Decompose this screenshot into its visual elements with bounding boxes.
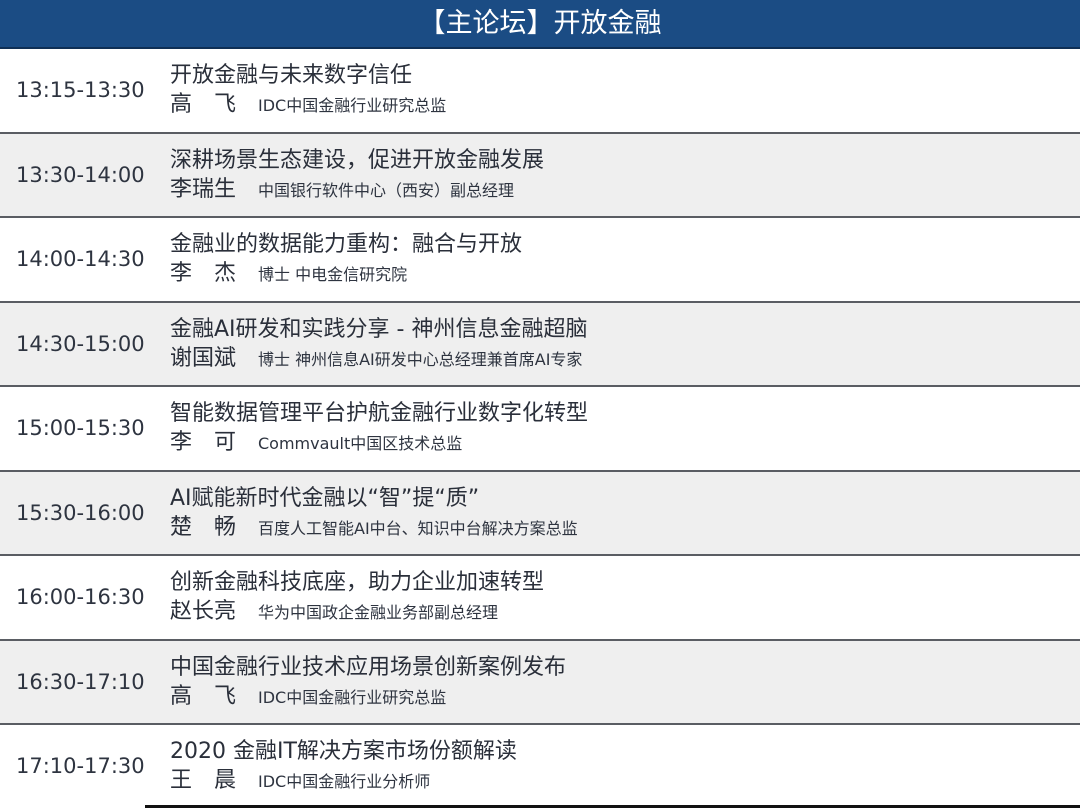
forum-header: 【主论坛】开放金融 bbox=[0, 0, 1080, 49]
agenda-row: 14:00-14:30 金融业的数据能力重构：融合与开放 李 杰 博士 中电金信研… bbox=[0, 218, 1080, 303]
agenda-row: 13:30-14:00 深耕场景生态建设，促进开放金融发展 李瑞生 中国银行软件中… bbox=[0, 133, 1080, 218]
session-title: 金融AI研发和实践分享 - 神州信息金融超脑 bbox=[170, 316, 588, 342]
session-time: 16:30-17:10 bbox=[16, 669, 145, 694]
bottom-divider bbox=[145, 805, 1080, 808]
speaker-role: IDC中国金融行业研究总监 bbox=[258, 96, 447, 115]
session-speaker: 高 飞 IDC中国金融行业研究总监 bbox=[170, 683, 566, 712]
agenda-row: 15:00-15:30 智能数据管理平台护航金融行业数字化转型 李 可 Commv… bbox=[0, 387, 1080, 472]
session-title: 中国金融行业技术应用场景创新案例发布 bbox=[170, 654, 567, 680]
speaker-name: 楚 畅 bbox=[170, 514, 237, 540]
agenda-row: 13:15-13:30 开放金融与未来数字信任 高 飞 IDC中国金融行业研究总监 bbox=[0, 49, 1080, 134]
agenda-row: 15:30-16:00 AI赋能新时代金融以“智”提“质” 楚 畅 百度人工智能A… bbox=[0, 471, 1080, 556]
speaker-name: 王 晨 bbox=[170, 768, 237, 793]
session-content: 中国金融行业技术应用场景创新案例发布 高 飞 IDC中国金融行业研究总监 bbox=[170, 653, 566, 712]
speaker-name: 李 杰 bbox=[170, 261, 237, 286]
session-speaker: 谢国斌 博士 神州信息AI研发中心总经理兼首席AI专家 bbox=[170, 345, 587, 374]
agenda-row: 17:10-17:30 2020 金融IT解决方案市场份额解读 王 晨 IDC中国… bbox=[0, 725, 1080, 808]
session-content: 智能数据管理平台护航金融行业数字化转型 李 可 Commvault中国区技术总监 bbox=[170, 399, 588, 458]
agenda-row: 16:00-16:30 创新金融科技底座，助力企业加速转型 赵长亮 华为中国政企金… bbox=[0, 556, 1080, 641]
session-speaker: 李 杰 博士 中电金信研究院 bbox=[170, 260, 522, 289]
session-speaker: 李 可 Commvault中国区技术总监 bbox=[170, 429, 588, 458]
session-time: 13:30-14:00 bbox=[16, 162, 145, 187]
speaker-role: IDC中国金融行业分析师 bbox=[258, 772, 431, 791]
session-speaker: 赵长亮 华为中国政企金融业务部副总经理 bbox=[170, 598, 544, 627]
session-content: AI赋能新时代金融以“智”提“质” 楚 畅 百度人工智能AI中台、知识中台解决方案… bbox=[170, 484, 578, 543]
speaker-role: 博士 中电金信研究院 bbox=[258, 265, 408, 284]
speaker-name: 高 飞 bbox=[170, 92, 237, 117]
session-time: 14:00-14:30 bbox=[16, 247, 145, 271]
session-time: 16:00-16:30 bbox=[16, 585, 145, 609]
session-time: 17:10-17:30 bbox=[16, 754, 145, 778]
session-content: 2020 金融IT解决方案市场份额解读 王 晨 IDC中国金融行业分析师 bbox=[170, 737, 517, 796]
session-speaker: 楚 畅 百度人工智能AI中台、知识中台解决方案总监 bbox=[170, 514, 578, 543]
session-title: 金融业的数据能力重构：融合与开放 bbox=[170, 232, 523, 257]
session-time: 14:30-15:00 bbox=[16, 331, 145, 356]
session-title: 开放金融与未来数字信任 bbox=[170, 63, 413, 88]
agenda-table: 13:15-13:30 开放金融与未来数字信任 高 飞 IDC中国金融行业研究总监… bbox=[0, 49, 1080, 808]
agenda-row: 14:30-15:00 金融AI研发和实践分享 - 神州信息金融超脑 谢国斌 博士… bbox=[0, 302, 1080, 387]
session-title: AI赋能新时代金融以“智”提“质” bbox=[170, 485, 480, 511]
session-content: 金融AI研发和实践分享 - 神州信息金融超脑 谢国斌 博士 神州信息AI研发中心总… bbox=[170, 315, 587, 374]
session-time: 13:15-13:30 bbox=[16, 78, 145, 102]
speaker-role: 百度人工智能AI中台、知识中台解决方案总监 bbox=[258, 518, 578, 538]
session-speaker: 王 晨 IDC中国金融行业分析师 bbox=[170, 767, 517, 796]
session-time: 15:00-15:30 bbox=[16, 416, 145, 440]
speaker-name: 谢国斌 bbox=[170, 345, 237, 371]
agenda-row: 16:30-17:10 中国金融行业技术应用场景创新案例发布 高 飞 IDC中国金… bbox=[0, 640, 1080, 725]
session-content: 金融业的数据能力重构：融合与开放 李 杰 博士 中电金信研究院 bbox=[170, 230, 522, 289]
session-title: 2020 金融IT解决方案市场份额解读 bbox=[170, 739, 517, 764]
speaker-name: 李瑞生 bbox=[170, 176, 237, 202]
speaker-role: 中国银行软件中心（西安）副总经理 bbox=[258, 180, 515, 200]
session-speaker: 高 飞 IDC中国金融行业研究总监 bbox=[170, 91, 446, 120]
speaker-name: 李 可 bbox=[170, 430, 237, 455]
session-content: 开放金融与未来数字信任 高 飞 IDC中国金融行业研究总监 bbox=[170, 61, 446, 120]
session-title: 创新金融科技底座，助力企业加速转型 bbox=[170, 570, 545, 595]
speaker-name: 赵长亮 bbox=[170, 599, 237, 624]
speaker-name: 高 飞 bbox=[170, 683, 237, 709]
session-content: 深耕场景生态建设，促进开放金融发展 李瑞生 中国银行软件中心（西安）副总经理 bbox=[170, 146, 544, 205]
speaker-role: 华为中国政企金融业务部副总经理 bbox=[258, 603, 499, 622]
session-title: 智能数据管理平台护航金融行业数字化转型 bbox=[170, 401, 589, 426]
session-content: 创新金融科技底座，助力企业加速转型 赵长亮 华为中国政企金融业务部副总经理 bbox=[170, 568, 544, 627]
session-speaker: 李瑞生 中国银行软件中心（西安）副总经理 bbox=[170, 176, 544, 205]
session-time: 15:30-16:00 bbox=[16, 500, 145, 525]
speaker-role: Commvault中国区技术总监 bbox=[258, 434, 463, 453]
speaker-role: 博士 神州信息AI研发中心总经理兼首席AI专家 bbox=[258, 349, 583, 369]
session-title: 深耕场景生态建设，促进开放金融发展 bbox=[170, 147, 545, 173]
speaker-role: IDC中国金融行业研究总监 bbox=[258, 687, 447, 707]
